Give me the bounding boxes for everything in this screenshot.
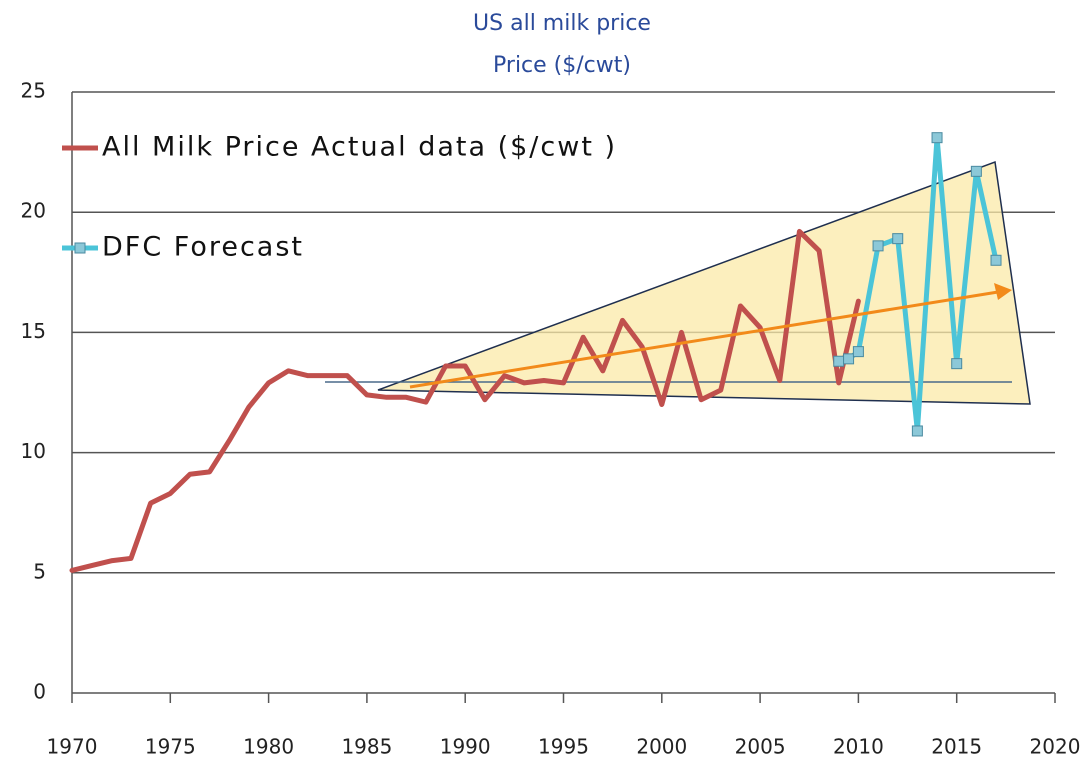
x-tick-label: 1990 [440,735,491,759]
y-tick-label: 25 [21,79,46,103]
x-tick-label: 1975 [145,735,196,759]
chart-subtitle: Price ($/cwt) [493,53,631,78]
legend: All Milk Price Actual data ($/cwt ) DFC F… [62,132,617,263]
point-marker [843,353,855,365]
legend-label: DFC Forecast [102,232,304,263]
y-tick-label: 15 [21,319,46,343]
point-marker [931,132,943,144]
point-marker [872,240,884,252]
x-tick-label: 1970 [47,735,98,759]
x-tick-label: 1985 [341,735,392,759]
trend-arrow [409,290,999,389]
y-tick-label: 0 [33,680,46,704]
legend-marker [74,242,86,254]
x-tick-label: 1995 [538,735,589,759]
point-marker [990,254,1002,266]
point-marker [970,165,982,177]
point-marker [892,233,904,245]
x-tick-label: 2015 [931,735,982,759]
grid: 0 5 10 15 20 25 1970 1975 1980 1985 1990 1995 2000 20… [21,79,1081,759]
x-tick-label: 2000 [636,735,687,759]
trend-arrow-head [994,283,1012,300]
x-tick-label: 2010 [833,735,884,759]
point-marker [852,346,864,358]
legend-label: All Milk Price Actual data ($/cwt ) [102,132,617,163]
point-marker [951,358,963,370]
point-marker [911,425,923,437]
y-tick-label: 20 [21,199,46,223]
chart-title: US all milk price [473,11,651,36]
y-tick-label: 10 [21,439,46,463]
x-tick-label: 2005 [735,735,786,759]
series [69,132,1002,573]
series-line [69,228,861,573]
point-marker [833,355,845,367]
x-tick-label: 2020 [1030,735,1081,759]
x-tick-label: 1980 [243,735,294,759]
y-tick-label: 5 [33,559,46,583]
